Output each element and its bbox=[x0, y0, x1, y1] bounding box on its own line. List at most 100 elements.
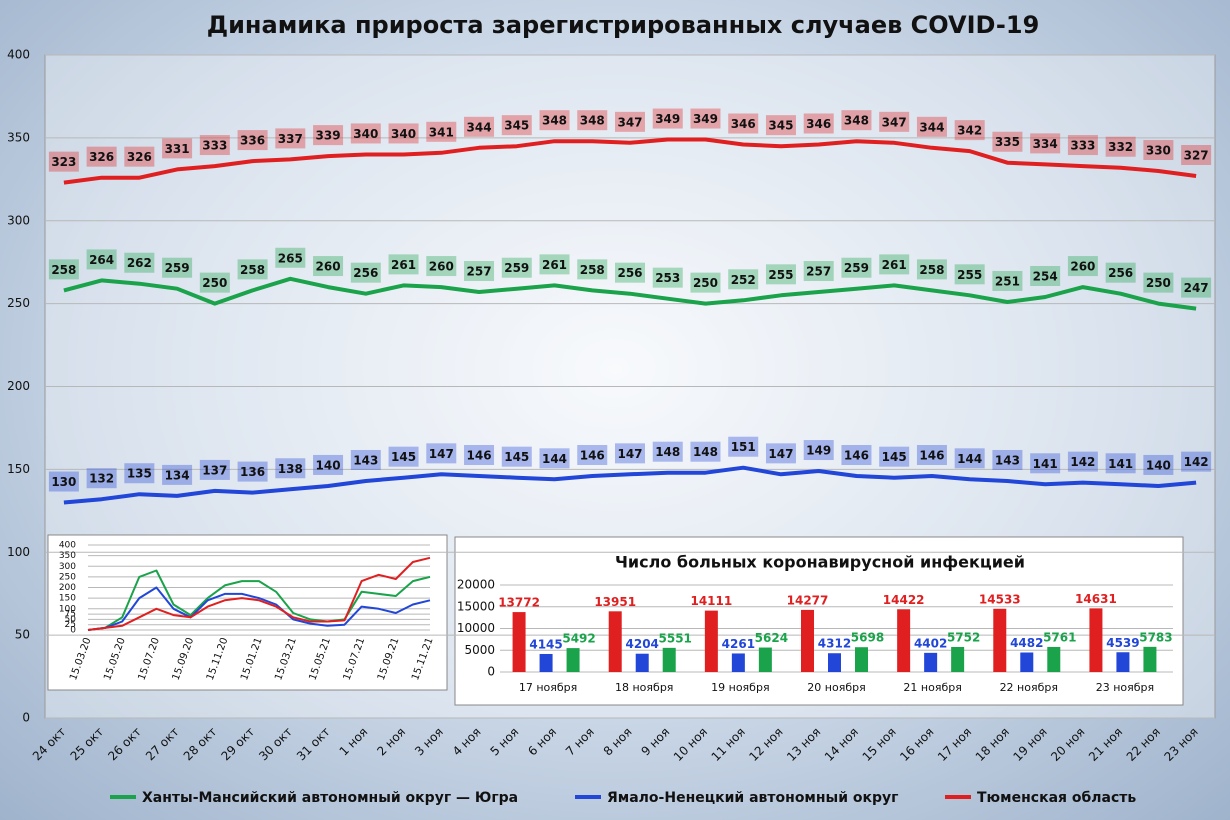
data-label-box bbox=[690, 108, 721, 129]
data-label: 149 bbox=[806, 444, 831, 458]
data-label: 140 bbox=[316, 458, 341, 472]
data-label: 4539 bbox=[1106, 636, 1139, 650]
data-label: 144 bbox=[957, 452, 982, 466]
data-label: 331 bbox=[165, 142, 190, 156]
bar bbox=[635, 653, 649, 672]
data-label: 148 bbox=[693, 445, 718, 459]
data-label: 347 bbox=[617, 115, 642, 129]
series-line bbox=[87, 569, 431, 631]
bar bbox=[731, 653, 745, 672]
data-label-box bbox=[313, 125, 344, 146]
data-label-box bbox=[539, 254, 570, 275]
x-tick-label: 6 ноя bbox=[525, 725, 559, 759]
data-label-box bbox=[728, 436, 759, 457]
data-label-box bbox=[841, 445, 872, 466]
data-label: 258 bbox=[51, 263, 76, 277]
data-label: 259 bbox=[844, 261, 869, 275]
bar bbox=[704, 610, 718, 672]
data-label-box bbox=[1105, 453, 1136, 474]
data-label: 146 bbox=[580, 449, 605, 463]
data-label: 250 bbox=[1146, 276, 1171, 290]
data-label: 5783 bbox=[1139, 630, 1172, 644]
data-label: 344 bbox=[467, 120, 492, 134]
data-label: 346 bbox=[731, 117, 756, 131]
data-label-box bbox=[237, 259, 268, 280]
data-label-box bbox=[1181, 144, 1212, 165]
data-label-box bbox=[577, 259, 608, 280]
series-line bbox=[87, 556, 431, 631]
data-label: 5698 bbox=[851, 631, 884, 645]
data-label-box bbox=[954, 120, 985, 141]
y-tick-label: 200 bbox=[7, 379, 30, 393]
data-label: 261 bbox=[882, 258, 907, 272]
series-line bbox=[63, 137, 1197, 185]
y-tick-label: 10000 bbox=[457, 621, 495, 635]
data-label: 333 bbox=[202, 139, 227, 153]
x-tick-label: 17 ноября bbox=[519, 681, 577, 694]
y-tick-label: 150 bbox=[7, 462, 30, 476]
bar bbox=[855, 647, 868, 672]
data-label: 347 bbox=[882, 115, 907, 129]
data-label: 5761 bbox=[1043, 630, 1076, 644]
y-tick-label: 250 bbox=[7, 296, 30, 310]
data-label-box bbox=[388, 123, 419, 144]
bar bbox=[608, 611, 622, 672]
data-label-box bbox=[313, 256, 344, 277]
bar bbox=[662, 647, 676, 672]
data-label: 264 bbox=[89, 253, 114, 267]
data-label: 260 bbox=[1070, 260, 1095, 274]
data-label-box bbox=[199, 272, 230, 293]
inset-title: Число больных коронавирусной инфекцией bbox=[615, 553, 1025, 572]
data-label: 132 bbox=[89, 472, 114, 486]
x-tick-label: 14 ноя bbox=[822, 725, 861, 764]
data-label: 259 bbox=[165, 261, 190, 275]
y-tick-label: 150 bbox=[59, 594, 76, 604]
legend-label: Ямало-Ненецкий автономный округ bbox=[607, 790, 898, 806]
data-label: 142 bbox=[1070, 455, 1095, 469]
bar bbox=[1047, 646, 1061, 672]
data-label: 253 bbox=[655, 271, 680, 285]
x-tick-label: 21 ноября bbox=[903, 681, 961, 694]
x-tick-label: 17 ноя bbox=[935, 725, 974, 764]
data-label-box bbox=[539, 448, 570, 469]
y-tick-label: 350 bbox=[7, 130, 30, 144]
data-label: 257 bbox=[467, 265, 492, 279]
data-label: 257 bbox=[806, 265, 831, 279]
data-label-box bbox=[162, 138, 193, 159]
data-label: 147 bbox=[768, 447, 793, 461]
data-label: 4312 bbox=[818, 637, 851, 651]
data-label-box bbox=[803, 440, 834, 461]
y-tick-label: 15000 bbox=[457, 599, 495, 613]
y-tick-label: 400 bbox=[7, 48, 30, 62]
x-tick-label: 12 ноя bbox=[746, 725, 785, 764]
data-label: 265 bbox=[278, 251, 303, 265]
x-tick-label: 1 ноя bbox=[337, 725, 371, 759]
data-label: 14631 bbox=[1075, 592, 1117, 606]
data-label: 258 bbox=[240, 263, 265, 277]
data-label: 342 bbox=[957, 124, 982, 138]
x-tick-label: 28 окт bbox=[181, 725, 220, 764]
data-label: 261 bbox=[542, 258, 567, 272]
y-tick-label: 100 bbox=[59, 604, 76, 614]
data-label-box bbox=[1143, 140, 1174, 161]
data-label-box bbox=[48, 259, 79, 280]
data-label-box bbox=[388, 446, 419, 467]
data-label: 14533 bbox=[979, 592, 1021, 606]
x-tick-label: 27 окт bbox=[143, 725, 182, 764]
data-label: 345 bbox=[768, 119, 793, 133]
data-label-box bbox=[426, 256, 457, 277]
data-label-box bbox=[992, 131, 1023, 152]
y-tick-label: 250 bbox=[59, 572, 76, 582]
data-label: 4402 bbox=[914, 636, 947, 650]
data-label-box bbox=[916, 259, 947, 280]
data-label: 251 bbox=[995, 274, 1020, 288]
data-label-box bbox=[501, 115, 532, 136]
data-label-box bbox=[426, 443, 457, 464]
x-tick-label: 18 ноября bbox=[615, 681, 673, 694]
data-label: 247 bbox=[1184, 281, 1209, 295]
x-tick-label: 4 ноя bbox=[450, 725, 484, 759]
y-tick-label: 25 bbox=[65, 620, 76, 630]
data-label-box bbox=[992, 270, 1023, 291]
data-label: 138 bbox=[278, 462, 303, 476]
data-label-box bbox=[765, 443, 796, 464]
